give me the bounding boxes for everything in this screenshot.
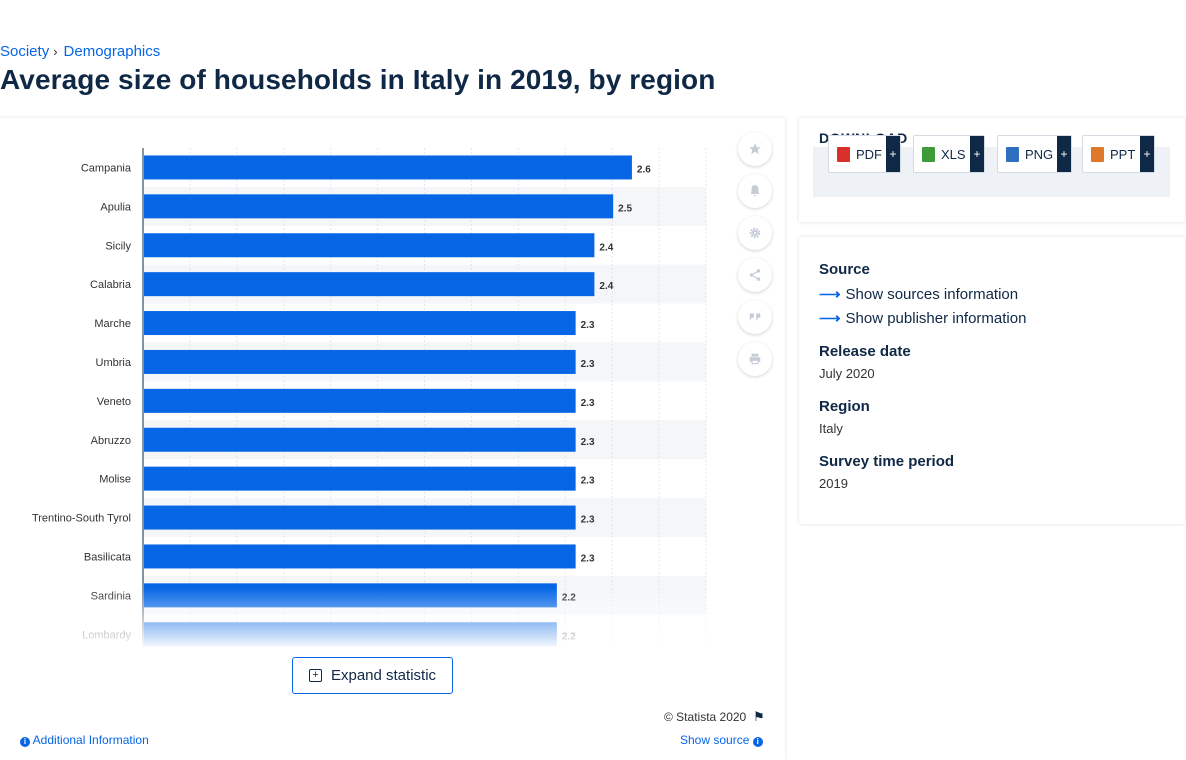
category-label-6: Veneto <box>97 396 131 408</box>
plus-icon: + <box>970 136 984 172</box>
bell-icon[interactable] <box>738 174 772 208</box>
plus-icon: + <box>886 136 900 172</box>
download-xls-label: XLS <box>941 146 966 162</box>
download-pdf-label: PDF <box>856 146 882 162</box>
print-icon[interactable] <box>738 342 772 376</box>
breadcrumb: Society › Demographics <box>0 43 160 60</box>
download-pdf-button[interactable]: PDF + <box>828 135 901 173</box>
share-icon[interactable] <box>738 258 772 292</box>
show-sources-label: Show sources information <box>845 286 1019 303</box>
value-label-3: 2.4 <box>599 281 613 292</box>
bar-chart: Campania 2.6 Apulia 2.5 Sicily 2.4 Calabria 2.4… <box>32 148 707 648</box>
category-label-5: Umbria <box>96 357 132 369</box>
value-label-8: 2.3 <box>581 476 595 487</box>
info-icon: i <box>752 737 763 747</box>
plus-icon: + <box>1140 136 1154 172</box>
download-card: DOWNLOAD PDF + XLS + PNG + PPT + <box>799 118 1185 222</box>
download-png-button[interactable]: PNG + <box>997 135 1072 173</box>
bar-7 <box>144 427 576 452</box>
value-label-7: 2.3 <box>581 437 595 448</box>
bar-5 <box>144 349 576 374</box>
bar-6 <box>144 388 576 413</box>
category-label-3: Calabria <box>90 279 132 291</box>
star-icon[interactable] <box>738 132 772 166</box>
info-icon: i <box>20 737 30 747</box>
bar-4 <box>144 311 576 336</box>
value-label-4: 2.3 <box>581 320 595 331</box>
download-xls-button[interactable]: XLS + <box>913 135 985 173</box>
ppt-file-icon <box>1091 146 1104 162</box>
category-label-0: Campania <box>81 162 132 174</box>
pdf-file-icon <box>837 146 850 162</box>
gear-icon[interactable] <box>738 216 772 250</box>
show-source-link[interactable]: Show source i <box>680 733 763 747</box>
arrow-right-icon: ⟶ <box>819 286 841 303</box>
release-date-value: July 2020 <box>819 366 875 381</box>
chart-fade-overlay <box>0 588 720 648</box>
show-publisher-link[interactable]: ⟶ Show publisher information <box>819 309 1026 327</box>
value-label-0: 2.6 <box>637 164 651 175</box>
copyright-text: © Statista 2020 <box>664 710 747 724</box>
category-label-2: Sicily <box>105 240 131 252</box>
breadcrumb-demographics[interactable]: Demographics <box>63 43 161 60</box>
additional-information-link[interactable]: i Additional Information <box>20 733 149 747</box>
bar-3 <box>144 272 595 297</box>
flag-icon[interactable]: ⚑ <box>753 709 765 724</box>
bar-0 <box>144 155 632 180</box>
info-card: Source ⟶ Show sources information ⟶ Show p… <box>799 237 1185 524</box>
bar-9 <box>144 505 576 530</box>
bar-8 <box>144 466 576 491</box>
category-label-10: Basilicata <box>84 551 132 563</box>
show-source-label: Show source <box>680 733 750 747</box>
quote-icon[interactable] <box>738 300 772 334</box>
category-label-1: Apulia <box>100 201 131 213</box>
survey-period-heading: Survey time period <box>819 453 955 470</box>
show-sources-link[interactable]: ⟶ Show sources information <box>819 285 1018 303</box>
download-ppt-button[interactable]: PPT + <box>1082 135 1155 173</box>
release-date-heading: Release date <box>819 343 911 360</box>
value-label-2: 2.4 <box>599 242 613 253</box>
category-label-8: Molise <box>99 474 131 486</box>
breadcrumb-society[interactable]: Society <box>0 43 50 60</box>
chart-toolbar <box>738 132 772 384</box>
png-file-icon <box>1006 146 1019 162</box>
chevron-right-icon: › <box>53 44 58 59</box>
survey-period-value: 2019 <box>819 476 848 491</box>
chart-card: Campania 2.6 Apulia 2.5 Sicily 2.4 Calabria 2.4… <box>0 118 785 760</box>
bar-10 <box>144 544 576 569</box>
region-heading: Region <box>819 398 870 415</box>
expand-statistic-button[interactable]: + Expand statistic <box>292 657 453 694</box>
bar-1 <box>144 194 614 219</box>
page-title: Average size of households in Italy in 2… <box>0 64 716 95</box>
value-label-6: 2.3 <box>581 398 595 409</box>
plus-square-icon: + <box>308 669 322 682</box>
category-label-9: Trentino-South Tyrol <box>32 513 131 525</box>
plus-icon: + <box>1057 136 1071 172</box>
download-png-label: PNG <box>1025 146 1054 162</box>
category-label-4: Marche <box>94 318 131 330</box>
value-label-10: 2.3 <box>581 553 595 564</box>
show-publisher-label: Show publisher information <box>845 310 1027 327</box>
xls-file-icon <box>922 146 935 162</box>
expand-statistic-label: Expand statistic <box>330 667 437 684</box>
bar-2 <box>144 233 595 258</box>
source-heading: Source <box>819 261 870 278</box>
category-label-7: Abruzzo <box>91 435 131 447</box>
additional-information-label: Additional Information <box>32 733 149 747</box>
arrow-right-icon: ⟶ <box>819 310 841 327</box>
value-label-9: 2.3 <box>581 515 595 526</box>
region-value: Italy <box>819 421 843 436</box>
value-label-5: 2.3 <box>581 359 595 370</box>
download-ppt-label: PPT <box>1110 146 1136 162</box>
value-label-1: 2.5 <box>618 203 632 214</box>
